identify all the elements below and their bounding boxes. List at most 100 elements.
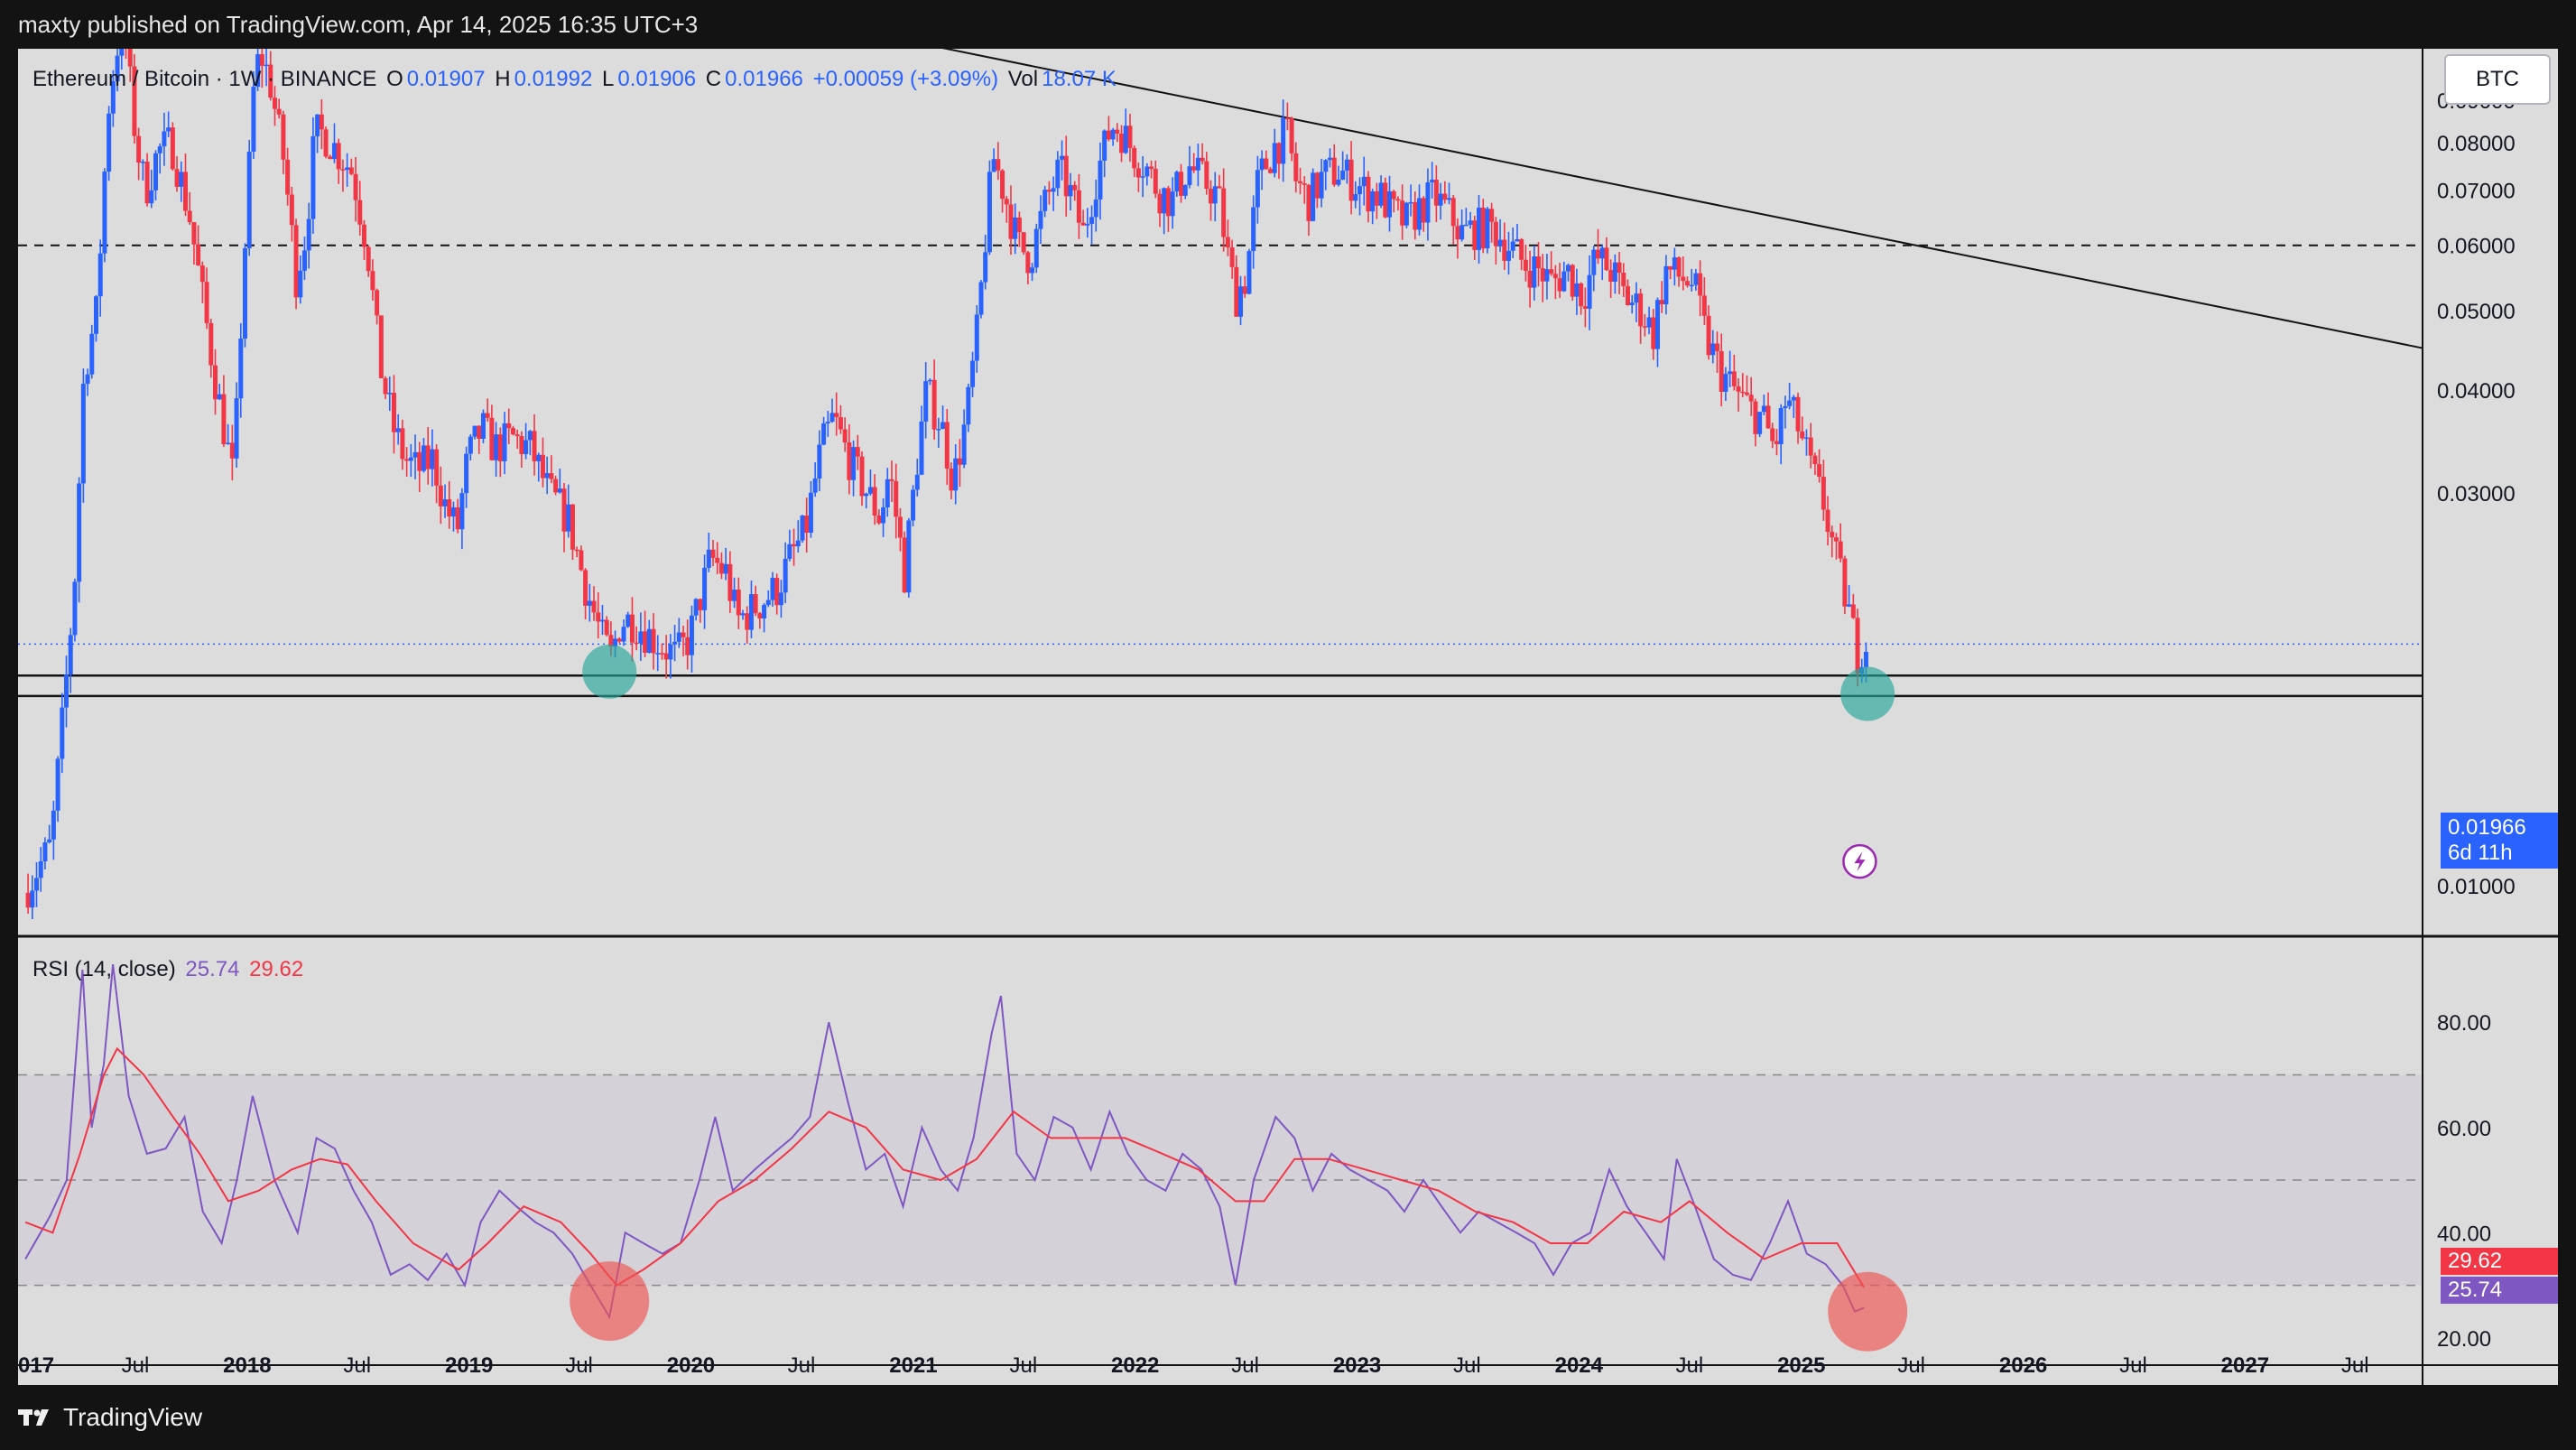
candle-body bbox=[1701, 295, 1707, 316]
candle-body bbox=[1361, 176, 1367, 187]
candle-body bbox=[1106, 130, 1111, 140]
candle-body bbox=[1229, 247, 1235, 267]
candle-body bbox=[1085, 223, 1090, 226]
close-label: C bbox=[705, 67, 722, 91]
chart-frame[interactable]: 0.090000.080000.070000.060000.050000.040… bbox=[18, 49, 2558, 1385]
candle-body bbox=[1565, 265, 1571, 272]
change-value: +0.00059 (+3.09%) bbox=[812, 67, 999, 91]
time-axis-tick: 2025 bbox=[1777, 1353, 1825, 1378]
time-axis-tick: Jul bbox=[1453, 1353, 1481, 1378]
candle-body bbox=[608, 635, 614, 647]
candle-body bbox=[1442, 193, 1448, 200]
candle-body bbox=[1740, 391, 1746, 394]
candle-body bbox=[1447, 198, 1452, 200]
candle-body bbox=[544, 473, 550, 479]
candle-body bbox=[1684, 281, 1690, 286]
candle-body bbox=[408, 457, 413, 461]
candle-body bbox=[1013, 217, 1018, 239]
candle-body bbox=[1812, 455, 1818, 465]
candle-body bbox=[1676, 257, 1682, 277]
candle-body bbox=[1821, 477, 1826, 510]
candle-body bbox=[923, 381, 929, 422]
currency-badge[interactable]: BTC bbox=[2444, 54, 2551, 105]
candle-body bbox=[762, 605, 767, 618]
candle-body bbox=[1651, 317, 1656, 349]
candle-body bbox=[876, 515, 882, 524]
candle-body bbox=[855, 447, 860, 457]
candle-body bbox=[524, 440, 529, 454]
candle-body bbox=[153, 153, 158, 191]
candle-body bbox=[808, 492, 813, 533]
candle-body bbox=[1791, 396, 1796, 401]
candle-body bbox=[919, 421, 924, 475]
candle-body bbox=[1182, 184, 1188, 196]
rsi-legend: RSI (14, close) 25.74 29.62 bbox=[32, 957, 307, 982]
candle-body bbox=[1510, 241, 1515, 251]
candle-body bbox=[1038, 210, 1043, 229]
candle-body bbox=[1459, 225, 1465, 240]
candle-body bbox=[1612, 262, 1617, 282]
candle-body bbox=[885, 479, 890, 507]
candle-body bbox=[229, 442, 235, 459]
candle-body bbox=[1430, 180, 1435, 182]
candle-body bbox=[455, 507, 460, 530]
candle-body bbox=[710, 549, 716, 558]
candle-body bbox=[331, 143, 337, 160]
candle-body bbox=[1098, 160, 1103, 200]
bar-countdown: 6d 11h bbox=[2448, 841, 2513, 865]
rsi-label[interactable]: RSI (14, close) bbox=[32, 957, 176, 981]
chart-canvas[interactable]: 0.090000.080000.070000.060000.050000.040… bbox=[18, 49, 2558, 1385]
candle-body bbox=[1761, 405, 1766, 413]
candle-body bbox=[625, 614, 631, 627]
candle-body bbox=[1302, 183, 1307, 185]
candle-body bbox=[1774, 441, 1779, 444]
tradingview-logo-icon[interactable] bbox=[18, 1408, 52, 1427]
candle-body bbox=[468, 436, 473, 454]
candle-body bbox=[472, 425, 477, 437]
candle-body bbox=[727, 563, 733, 601]
candle-body bbox=[1753, 401, 1758, 434]
candle-body bbox=[459, 493, 465, 530]
time-axis-tick: Jul bbox=[1897, 1353, 1925, 1378]
candle-body bbox=[234, 398, 239, 459]
candle-body bbox=[1731, 371, 1737, 386]
candle-body bbox=[68, 635, 73, 675]
candle-body bbox=[447, 499, 452, 517]
candle-body bbox=[1552, 274, 1558, 279]
candle-body bbox=[1800, 431, 1805, 439]
candle-body bbox=[616, 638, 622, 642]
candle-body bbox=[494, 434, 499, 460]
candle-body bbox=[706, 549, 711, 568]
candle-body bbox=[1863, 651, 1868, 667]
price-axis-tick: 0.08000 bbox=[2437, 132, 2516, 156]
candle-body bbox=[310, 135, 316, 219]
candle-body bbox=[621, 627, 626, 642]
time-axis-tick: Jul bbox=[788, 1353, 816, 1378]
price-axis-tick: 0.06000 bbox=[2437, 235, 2516, 259]
candle-body bbox=[591, 600, 597, 613]
candle-body bbox=[191, 222, 197, 245]
candle-body bbox=[412, 451, 418, 458]
candle-body bbox=[144, 162, 150, 204]
brand-name[interactable]: TradingView bbox=[63, 1403, 203, 1431]
symbol-label[interactable]: Ethereum / Bitcoin · 1W · BINANCE bbox=[32, 67, 377, 91]
candle-body bbox=[404, 459, 410, 461]
candle-body bbox=[281, 114, 286, 160]
last-price-tag: 0.01966 6d 11h bbox=[2441, 813, 2558, 869]
rsi-value: 25.74 bbox=[185, 957, 240, 981]
candle-body bbox=[655, 653, 661, 655]
candle-body bbox=[753, 594, 758, 614]
candle-body bbox=[77, 483, 82, 582]
candle-body bbox=[1284, 117, 1290, 120]
candle-body bbox=[1157, 193, 1163, 214]
time-axis-tick: 2027 bbox=[2221, 1353, 2269, 1378]
candle-body bbox=[450, 507, 456, 517]
candle-body bbox=[1209, 189, 1214, 204]
candle-body bbox=[859, 456, 865, 497]
candle-body bbox=[85, 374, 90, 385]
price-axis-tick: 0.01000 bbox=[2437, 875, 2516, 899]
rsi-ma-tag: 29.62 bbox=[2441, 1248, 2558, 1275]
candle-body bbox=[527, 431, 533, 441]
candle-body bbox=[489, 417, 495, 460]
candle-body bbox=[651, 628, 656, 654]
